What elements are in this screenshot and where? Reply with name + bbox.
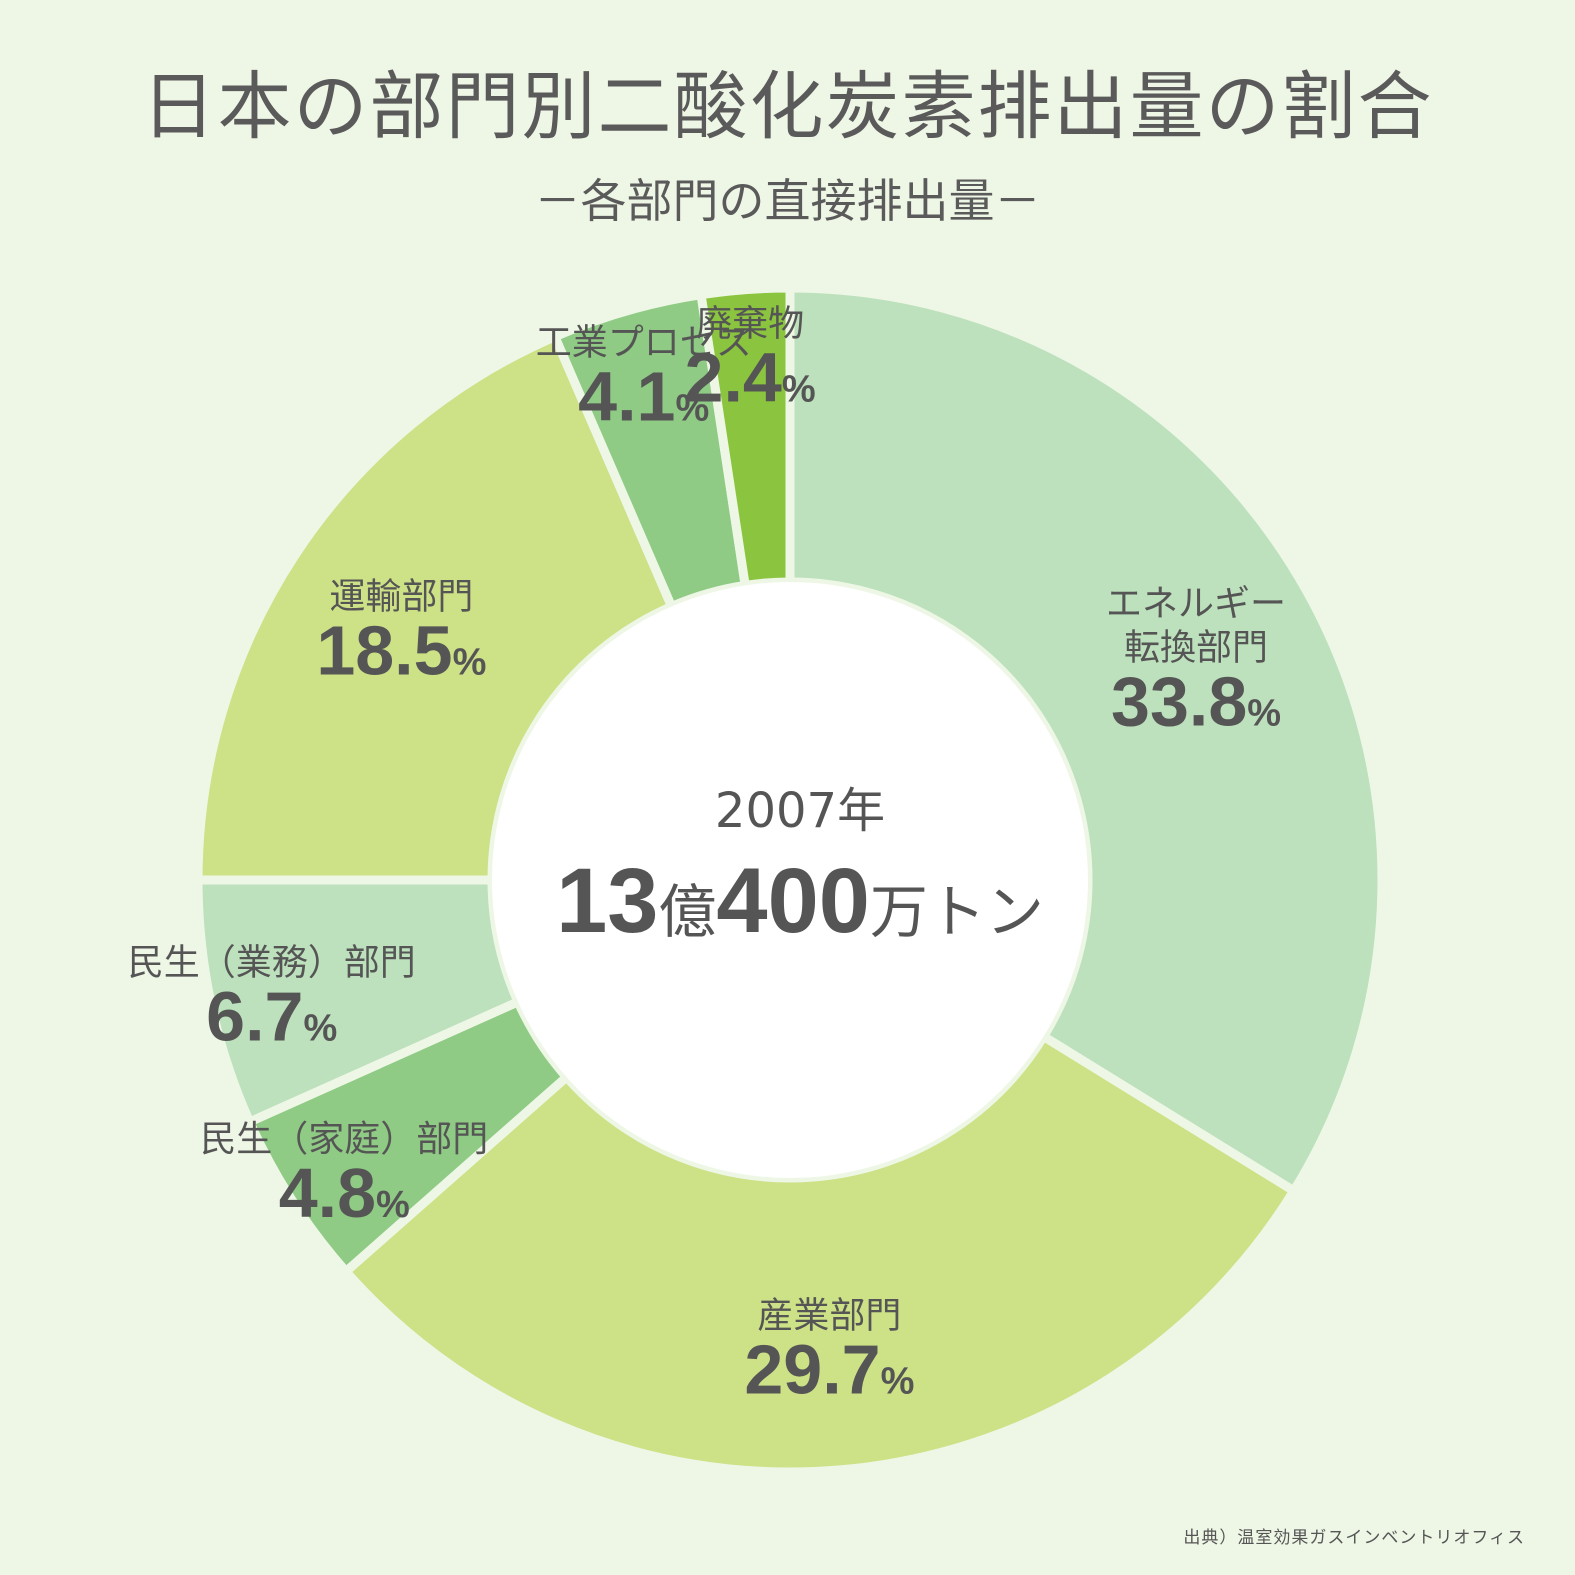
source-note: 出典）温室効果ガスインベントリオフィス [1183, 1528, 1525, 1548]
slice-label-5: 工業プロセス [536, 323, 752, 364]
chart-subtitle: －各部門の直接排出量－ [534, 174, 1041, 228]
slice-label-6: 廃棄物 [696, 304, 804, 345]
donut-hole [492, 582, 1088, 1178]
slice-label-3: 民生（業務）部門 [128, 943, 416, 984]
total-number-1: 13 [556, 850, 658, 952]
slice-label-2: 民生（家庭）部門 [200, 1119, 488, 1160]
slice-value-3: 6.7% [206, 978, 337, 1056]
slice-value-0: 33.8% [1111, 662, 1281, 740]
slice-value-1: 29.7% [744, 1330, 914, 1408]
slice-value-5: 4.1% [578, 358, 709, 436]
slice-value-4: 18.5% [316, 612, 486, 690]
slice-label-0: エネルギー [1106, 583, 1286, 624]
slices-group [193, 283, 1387, 1477]
slice-value-6: 2.4% [685, 339, 816, 417]
slice-value-2: 4.8% [279, 1154, 410, 1232]
chart-title: 日本の部門別二酸化炭素排出量の割合 [141, 64, 1434, 150]
slice-label-4: 運輸部門 [329, 577, 473, 618]
total-unit-2: 万トン [870, 880, 1044, 945]
slice-label-0: 転換部門 [1124, 627, 1268, 668]
total-number-2: 400 [716, 850, 870, 952]
center-year: 2007年 [715, 783, 885, 839]
slice-label-1: 産業部門 [757, 1295, 901, 1336]
total-unit-1: 億 [658, 880, 716, 945]
center-total: 13億400万トン [556, 850, 1044, 952]
